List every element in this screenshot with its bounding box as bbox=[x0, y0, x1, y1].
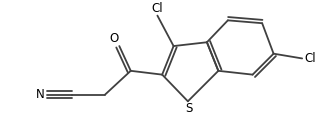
Text: N: N bbox=[36, 88, 45, 101]
Text: Cl: Cl bbox=[152, 2, 163, 15]
Text: Cl: Cl bbox=[304, 52, 316, 65]
Text: O: O bbox=[109, 32, 118, 45]
Text: S: S bbox=[185, 102, 192, 115]
